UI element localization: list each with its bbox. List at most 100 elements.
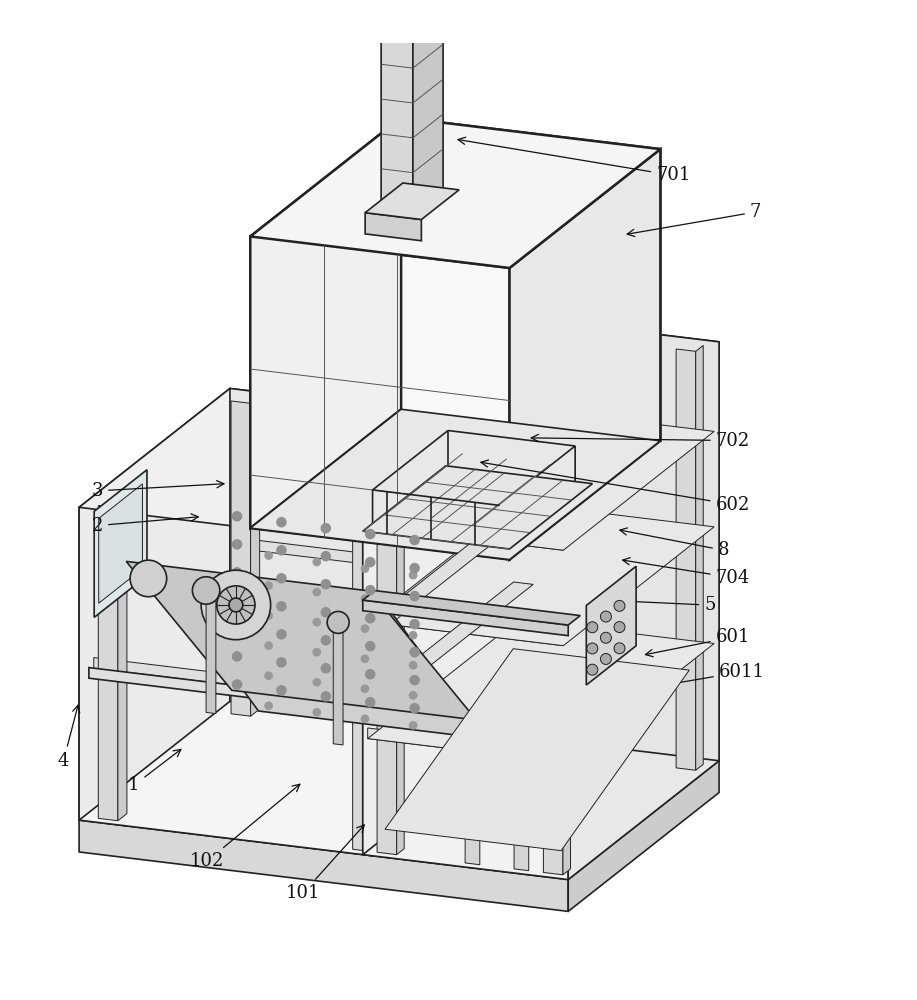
Circle shape: [366, 670, 375, 679]
Polygon shape: [586, 566, 636, 685]
Circle shape: [361, 715, 369, 722]
Circle shape: [361, 595, 369, 602]
Circle shape: [277, 546, 286, 555]
Circle shape: [130, 560, 167, 597]
Circle shape: [232, 512, 241, 521]
Circle shape: [410, 564, 419, 573]
Polygon shape: [331, 736, 452, 844]
Polygon shape: [79, 388, 230, 820]
Circle shape: [232, 540, 241, 549]
Circle shape: [313, 618, 320, 626]
Circle shape: [313, 588, 320, 596]
Polygon shape: [514, 317, 719, 761]
Circle shape: [410, 535, 419, 545]
Circle shape: [614, 622, 625, 633]
Circle shape: [601, 611, 612, 622]
Circle shape: [201, 570, 271, 640]
Circle shape: [409, 662, 416, 669]
Polygon shape: [98, 506, 118, 821]
Circle shape: [361, 655, 369, 662]
Polygon shape: [363, 317, 719, 461]
Circle shape: [366, 586, 375, 595]
Polygon shape: [368, 728, 563, 762]
Circle shape: [366, 614, 375, 623]
Circle shape: [409, 571, 416, 579]
Text: 7: 7: [627, 203, 761, 236]
Circle shape: [366, 642, 375, 651]
Circle shape: [409, 692, 416, 699]
Circle shape: [321, 580, 330, 589]
Circle shape: [232, 596, 241, 605]
Circle shape: [409, 722, 416, 729]
Polygon shape: [127, 561, 476, 720]
Text: 101: 101: [286, 825, 364, 902]
Polygon shape: [165, 583, 483, 738]
Polygon shape: [529, 325, 537, 750]
Polygon shape: [676, 349, 696, 770]
Polygon shape: [94, 470, 147, 617]
Circle shape: [277, 602, 286, 611]
Polygon shape: [413, 0, 443, 215]
Circle shape: [614, 600, 625, 611]
Polygon shape: [206, 590, 215, 714]
Polygon shape: [118, 501, 127, 821]
Circle shape: [232, 680, 241, 689]
Text: 702: 702: [531, 432, 750, 450]
Circle shape: [277, 686, 286, 695]
Text: 601: 601: [646, 628, 750, 657]
Text: 1: 1: [128, 749, 181, 794]
Polygon shape: [505, 427, 514, 747]
Polygon shape: [368, 408, 714, 550]
Circle shape: [321, 552, 330, 561]
Circle shape: [587, 622, 598, 633]
Polygon shape: [372, 532, 381, 852]
Circle shape: [265, 582, 272, 589]
Polygon shape: [363, 582, 533, 703]
Text: 8: 8: [620, 528, 729, 559]
Text: 102: 102: [190, 784, 300, 870]
Text: 2: 2: [92, 514, 198, 535]
Circle shape: [327, 611, 349, 633]
Polygon shape: [79, 388, 524, 543]
Circle shape: [313, 558, 320, 566]
Circle shape: [313, 709, 320, 716]
Circle shape: [601, 653, 612, 664]
Polygon shape: [230, 388, 524, 737]
Circle shape: [587, 643, 598, 654]
Circle shape: [232, 652, 241, 661]
Circle shape: [232, 568, 241, 577]
Circle shape: [614, 643, 625, 654]
Circle shape: [410, 704, 419, 713]
Polygon shape: [368, 620, 714, 762]
Polygon shape: [363, 317, 514, 855]
Polygon shape: [250, 118, 660, 268]
Polygon shape: [563, 450, 570, 875]
Polygon shape: [510, 329, 529, 750]
Polygon shape: [485, 432, 505, 747]
Polygon shape: [368, 503, 714, 646]
Polygon shape: [89, 668, 363, 711]
Circle shape: [366, 698, 375, 707]
Polygon shape: [365, 183, 459, 220]
Polygon shape: [250, 118, 401, 528]
Polygon shape: [363, 591, 580, 625]
Text: 3: 3: [92, 481, 224, 500]
Polygon shape: [372, 424, 524, 856]
Circle shape: [410, 592, 419, 601]
Circle shape: [265, 642, 272, 649]
Polygon shape: [113, 800, 553, 869]
Polygon shape: [401, 118, 660, 441]
Polygon shape: [465, 746, 480, 865]
Circle shape: [321, 692, 330, 701]
Polygon shape: [368, 516, 563, 550]
Text: 602: 602: [481, 460, 750, 514]
Circle shape: [193, 577, 220, 604]
Polygon shape: [544, 454, 563, 875]
Circle shape: [366, 530, 375, 539]
Polygon shape: [551, 760, 672, 871]
Circle shape: [321, 524, 330, 533]
Circle shape: [265, 702, 272, 709]
Polygon shape: [377, 433, 397, 855]
Polygon shape: [514, 752, 529, 871]
Polygon shape: [569, 761, 719, 911]
